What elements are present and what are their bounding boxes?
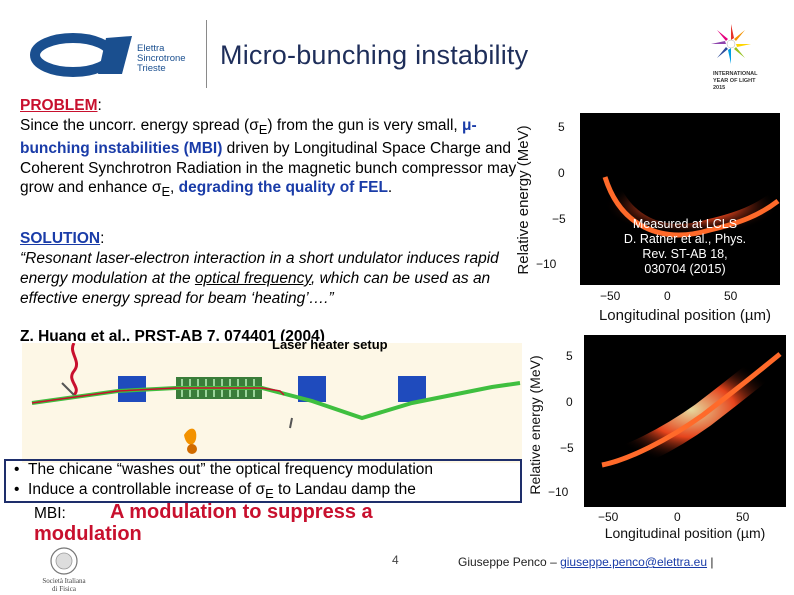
svg-text:di Fisica: di Fisica bbox=[52, 585, 77, 593]
degrading-term: degrading the quality of FEL bbox=[178, 179, 388, 197]
huang-reference: Z. Huang et al., PRST-AB 7, 074401 (2004… bbox=[20, 328, 325, 341]
modulation-statement: A modulation to suppress a modulation bbox=[34, 501, 434, 545]
bullet-list: • The chicane “washes out” the optical f… bbox=[14, 460, 514, 504]
plot1-ytick-m5: −5 bbox=[552, 212, 566, 226]
plot1-ytick-5: 5 bbox=[558, 120, 565, 134]
sigma-symbol-2: σ bbox=[151, 179, 162, 197]
mu-symbol: μ bbox=[462, 116, 472, 134]
plot2-yaxis-label: Relative energy (MeV) bbox=[528, 355, 543, 494]
laser-heater-title: Laser heater setup bbox=[272, 337, 388, 352]
plot2-xtick-m50: −50 bbox=[598, 510, 619, 524]
bullet-text-2a: Induce a controllable increase of bbox=[28, 481, 256, 498]
mirror-1 bbox=[61, 382, 75, 396]
slide-title: Micro-bunching instability bbox=[220, 40, 529, 70]
optical-frequency-term: optical frequency bbox=[194, 270, 311, 287]
mbi-term: -bunching instabilities (MBI) bbox=[20, 116, 477, 158]
plot2-xtick-50: 50 bbox=[736, 510, 750, 524]
plot2-ytick-m10: −10 bbox=[548, 485, 569, 499]
svg-text:Relative energy (MeV): Relative energy (MeV) bbox=[528, 355, 543, 494]
solution-text-2: , which can be used as an effective ener… bbox=[20, 270, 491, 307]
year-of-light-text: INTERNATIONAL YEAR OF LIGHT 2015 bbox=[713, 71, 758, 91]
diagram-background bbox=[22, 343, 522, 463]
plot1-yaxis-label: Relative energy (MeV) bbox=[515, 125, 532, 274]
mirror-2 bbox=[289, 417, 293, 429]
sif-seal-logo: Società Italiana di Fisica bbox=[42, 547, 87, 593]
plot2-ytick-m5: −5 bbox=[560, 441, 574, 455]
solution-text-1: “Resonant laser-electron interaction in … bbox=[20, 250, 499, 287]
sigma-subscript-3: E bbox=[265, 486, 274, 502]
problem-paragraph: PROBLEM: Since the uncorr. energy spread… bbox=[20, 97, 517, 200]
footer-author-name: Giuseppe Penco – bbox=[458, 555, 561, 569]
laser-in-beam bbox=[70, 343, 79, 397]
plot2-ytick-0: 0 bbox=[566, 395, 573, 409]
elettra-logo-text: Elettra Sincrotrone Trieste bbox=[137, 43, 186, 74]
sigma-subscript: E bbox=[258, 121, 268, 137]
laser-co-propagating bbox=[31, 387, 262, 404]
bullet-item-2: • Induce a controllable increase of σE t… bbox=[14, 481, 416, 502]
plot1-xtick-0: 0 bbox=[664, 289, 671, 303]
footer-separator: | bbox=[707, 555, 714, 569]
chicane-magnet-3 bbox=[398, 376, 426, 402]
plot1-xaxis-label: Longitudinal position (µm) bbox=[599, 307, 771, 324]
plot2-xaxis-label: Longitudinal position (µm) bbox=[605, 525, 766, 541]
bullet-text-2b: to Landau damp the bbox=[273, 481, 416, 498]
mbi-label: MBI: bbox=[34, 505, 66, 522]
laser-out bbox=[261, 387, 285, 396]
plot2-core bbox=[601, 352, 782, 468]
plot1-ytick-m10: −10 bbox=[536, 257, 557, 271]
sigma-symbol: σ bbox=[249, 116, 259, 134]
problem-text-4: , bbox=[170, 179, 179, 197]
elettra-logo bbox=[30, 33, 132, 77]
solution-paragraph: SOLUTION: “Resonant laser-electron inter… bbox=[20, 230, 499, 307]
sigma-symbol-3: σ bbox=[255, 481, 266, 498]
plot2-xtick-0: 0 bbox=[674, 510, 681, 524]
plot2-ytick-5: 5 bbox=[566, 349, 573, 363]
svg-text:Società Italiana: Società Italiana bbox=[42, 577, 86, 585]
plot1-core bbox=[602, 176, 780, 238]
plot1-xtick-m50: −50 bbox=[600, 289, 621, 303]
footer-author: Giuseppe Penco – giuseppe.penco@elettra.… bbox=[458, 555, 713, 569]
energy-plot-measured: Relative energy (MeV) 5 0 −5 −10 −50 0 5… bbox=[515, 113, 785, 324]
header-divider bbox=[206, 20, 207, 88]
problem-text-2: ) from the gun is very small, bbox=[267, 116, 463, 134]
page-number: 4 bbox=[392, 553, 399, 567]
bullets-box bbox=[4, 459, 522, 503]
energy-plot-simulated: Relative energy (MeV) 5 0 −5 −10 −50 0 5… bbox=[528, 335, 789, 541]
problem-text-1: Since the uncorr. energy spread ( bbox=[20, 116, 250, 134]
modulation-text: A modulation to suppress a modulation bbox=[34, 501, 373, 545]
footer-email-link[interactable]: giuseppe.penco@elettra.eu bbox=[560, 555, 708, 569]
laser-dump bbox=[184, 428, 197, 454]
plot1-xtick-50: 50 bbox=[724, 289, 738, 303]
bullet-item-1: • The chicane “washes out” the optical f… bbox=[14, 461, 433, 478]
problem-text-5: . bbox=[387, 179, 393, 197]
bullet-text-1: The chicane “washes out” the optical fre… bbox=[28, 461, 433, 478]
problem-label: PROBLEM bbox=[20, 97, 98, 114]
problem-text-3: driven by Longitudinal Space Charge and … bbox=[20, 140, 517, 197]
laser-heater-diagram bbox=[22, 343, 522, 463]
sigma-subscript-2: E bbox=[161, 184, 171, 200]
svg-text:Relative energy (MeV): Relative energy (MeV) bbox=[515, 125, 532, 274]
measured-note: Measured at LCLS D. Ratner et al., Phys.… bbox=[623, 217, 747, 276]
plot1-ytick-0: 0 bbox=[558, 166, 565, 180]
solution-label: SOLUTION bbox=[20, 230, 101, 247]
year-of-light-logo bbox=[711, 24, 751, 64]
